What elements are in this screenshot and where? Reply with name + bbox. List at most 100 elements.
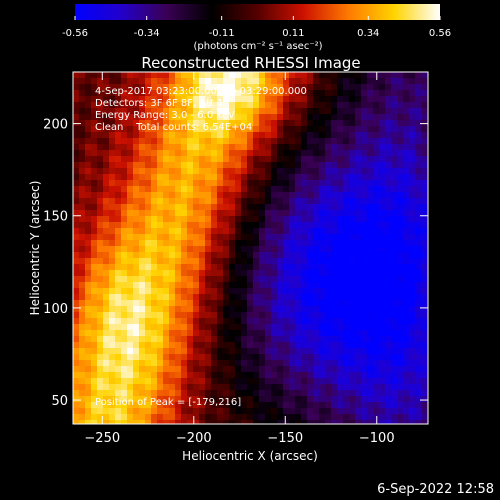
heatmap-pixel (127, 96, 134, 103)
heatmap-pixel (343, 270, 350, 277)
heatmap-pixel (235, 252, 242, 259)
heatmap-pixel (235, 402, 242, 409)
heatmap-pixel (229, 228, 236, 235)
heatmap-pixel (301, 204, 308, 211)
heatmap-pixel (403, 150, 410, 157)
heatmap-pixel (283, 366, 290, 373)
heatmap-pixel (349, 312, 356, 319)
heatmap-pixel (421, 90, 428, 97)
heatmap-pixel (343, 240, 350, 247)
heatmap-pixel (199, 270, 206, 277)
heatmap-pixel (103, 378, 110, 385)
heatmap-pixel (163, 270, 170, 277)
heatmap-pixel (259, 228, 266, 235)
heatmap-pixel (337, 84, 344, 91)
heatmap-pixel (115, 396, 122, 403)
heatmap-pixel (259, 258, 266, 265)
heatmap-pixel (253, 330, 260, 337)
heatmap-pixel (367, 156, 374, 163)
heatmap-pixel (385, 420, 392, 424)
heatmap-pixel (277, 252, 284, 259)
heatmap-pixel (145, 312, 152, 319)
heatmap-pixel (397, 114, 404, 121)
heatmap-pixel (181, 210, 188, 217)
heatmap-pixel (271, 132, 278, 139)
heatmap-pixel (199, 186, 206, 193)
heatmap-pixel (337, 294, 344, 301)
heatmap-pixel (223, 204, 230, 211)
heatmap-pixel (133, 114, 140, 121)
heatmap-pixel (277, 132, 284, 139)
heatmap-pixel (121, 330, 128, 337)
heatmap-pixel (367, 246, 374, 253)
heatmap-pixel (169, 240, 176, 247)
heatmap-pixel (355, 180, 362, 187)
heatmap-pixel (397, 288, 404, 295)
heatmap-pixel (175, 312, 182, 319)
heatmap-pixel (385, 384, 392, 391)
heatmap-pixel (343, 294, 350, 301)
heatmap-pixel (319, 96, 326, 103)
heatmap-pixel (415, 78, 422, 85)
heatmap-pixel (331, 144, 338, 151)
heatmap-pixel (205, 354, 212, 361)
heatmap-pixel (409, 216, 416, 223)
heatmap-pixel (283, 270, 290, 277)
heatmap-pixel (91, 270, 98, 277)
heatmap-pixel (277, 330, 284, 337)
heatmap-pixel (229, 354, 236, 361)
heatmap-pixel (343, 186, 350, 193)
heatmap-pixel (265, 102, 272, 109)
heatmap-pixel (193, 294, 200, 301)
heatmap-pixel (97, 300, 104, 307)
heatmap-pixel (109, 372, 116, 379)
heatmap-pixel (337, 72, 344, 79)
heatmap-pixel (295, 234, 302, 241)
heatmap-pixel (403, 192, 410, 199)
heatmap-pixel (421, 294, 428, 301)
heatmap-pixel (109, 90, 116, 97)
heatmap-pixel (193, 216, 200, 223)
heatmap-pixel (307, 366, 314, 373)
heatmap-pixel (217, 180, 224, 187)
heatmap-pixel (187, 102, 194, 109)
heatmap-pixel (367, 222, 374, 229)
heatmap-pixel (229, 372, 236, 379)
heatmap-pixel (223, 306, 230, 313)
heatmap-pixel (319, 360, 326, 367)
heatmap-pixel (169, 162, 176, 169)
heatmap-pixel (151, 420, 158, 424)
heatmap-pixel (415, 306, 422, 313)
heatmap-pixel (415, 294, 422, 301)
heatmap-pixel (85, 144, 92, 151)
heatmap-pixel (271, 300, 278, 307)
heatmap-pixel (355, 204, 362, 211)
heatmap-pixel (259, 288, 266, 295)
heatmap-pixel (133, 324, 140, 331)
heatmap-pixel (355, 306, 362, 313)
heatmap-pixel (181, 180, 188, 187)
heatmap-pixel (373, 150, 380, 157)
heatmap-pixel (109, 222, 116, 229)
heatmap-pixel (397, 324, 404, 331)
heatmap-pixel (283, 390, 290, 397)
heatmap-pixel (265, 288, 272, 295)
heatmap-pixel (79, 162, 86, 169)
heatmap-pixel (163, 186, 170, 193)
heatmap-pixel (283, 120, 290, 127)
heatmap-pixel (409, 120, 416, 127)
heatmap-pixel (343, 330, 350, 337)
heatmap-pixel (193, 132, 200, 139)
heatmap-pixel (313, 216, 320, 223)
heatmap-pixel (85, 372, 92, 379)
heatmap-pixel (91, 414, 98, 421)
heatmap-pixel (325, 108, 332, 115)
heatmap-pixel (229, 144, 236, 151)
heatmap-pixel (271, 264, 278, 271)
heatmap-pixel (367, 294, 374, 301)
heatmap-pixel (415, 108, 422, 115)
heatmap-pixel (421, 144, 428, 151)
heatmap-pixel (331, 216, 338, 223)
heatmap-pixel (247, 84, 254, 91)
heatmap-pixel (325, 384, 332, 391)
